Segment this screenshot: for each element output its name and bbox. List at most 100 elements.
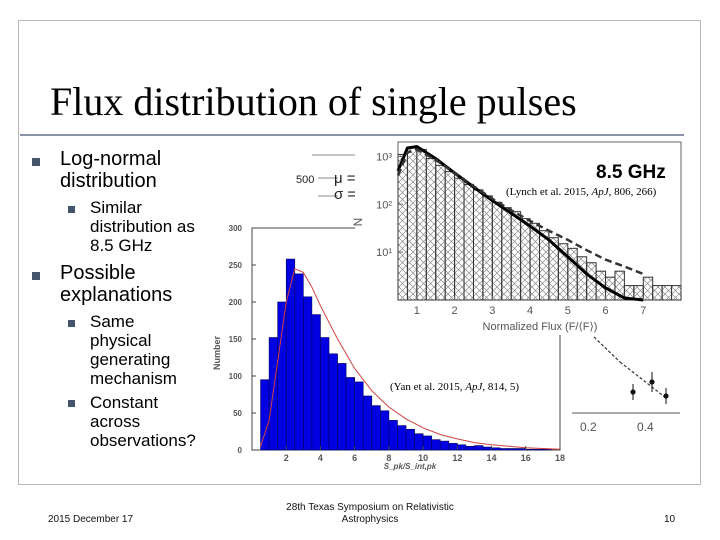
sub-bullet-line: Same — [90, 312, 135, 331]
histogram-bar — [539, 230, 550, 301]
x-tick-label: 7 — [640, 305, 646, 317]
histogram-bar — [425, 158, 437, 301]
sub-bullet-line: Similar — [90, 198, 142, 217]
frequency-label: 8.5 GHz — [596, 162, 666, 183]
y-tick-label: 100 — [229, 372, 243, 381]
histogram-bar — [435, 164, 446, 301]
bg-xtick-label: 0.4 — [637, 420, 654, 434]
histogram-bar — [542, 448, 552, 451]
fit-curve — [260, 268, 561, 450]
histogram-bar — [457, 444, 467, 451]
x-tick-label: 5 — [565, 305, 571, 317]
bg-dashed-curve — [593, 336, 621, 363]
histogram-bar — [277, 301, 287, 451]
y-tick-label: 10³ — [376, 151, 392, 163]
bullet-marker — [32, 272, 40, 280]
histogram-bar — [482, 446, 492, 451]
footer-date: 2015 December 17 — [48, 514, 134, 525]
bullet-explanations: Possible explanations — [60, 262, 172, 306]
y-tick-label: 150 — [229, 335, 243, 344]
sub-bullet-line: mechanism — [90, 369, 177, 388]
histogram-bar — [671, 285, 682, 301]
x-tick-label: 4 — [527, 305, 533, 317]
x-tick-label: 2 — [452, 305, 458, 317]
histogram-lynch: 1 2 3 4 5 6 7 10¹ 10² 10³ N Normalized Flux (F/⟨F… — [351, 140, 685, 335]
footer-event-line: 28th Texas Symposium on Relativistic — [286, 502, 454, 513]
x-tick-label: 3 — [489, 305, 495, 317]
x-tick-label: 6 — [602, 305, 608, 317]
histogram-bar — [576, 256, 588, 301]
dashed-fit-curve — [396, 148, 644, 276]
histogram-bar — [520, 218, 531, 301]
histogram-bar — [501, 207, 512, 301]
histogram-bar — [397, 153, 408, 301]
histogram-bar — [294, 273, 304, 451]
solid-fit-curve — [396, 145, 644, 302]
citation-journal: ApJ — [591, 186, 609, 198]
y-tick-label: 10² — [376, 199, 392, 211]
citation-text: , 814, 5) — [482, 381, 520, 393]
histogram-bar — [642, 276, 654, 301]
sub-bullet-line: generating — [90, 350, 171, 369]
histogram-bar — [529, 222, 540, 301]
histogram-bar — [474, 445, 484, 451]
histogram-bar — [491, 447, 501, 451]
histogram-bar — [416, 148, 427, 301]
histogram-bar — [431, 439, 441, 451]
citation-yan: (Yan et al. 2015, ApJ, 814, 5) — [390, 381, 519, 393]
y-axis-label: Number — [212, 336, 222, 371]
histogram-bar — [499, 448, 509, 451]
x-axis-label: S_pk/S_int,pk — [384, 462, 437, 471]
x-tick-label: 8 — [386, 453, 391, 463]
y-axis-label: N — [351, 218, 365, 227]
histogram-bar — [354, 381, 364, 451]
x-tick-label: 2 — [284, 453, 289, 463]
bullet-line: explanations — [60, 284, 173, 306]
sub-bullet-line: Constant — [90, 393, 159, 412]
y-tick-label: 10¹ — [376, 247, 392, 259]
histogram-bar — [482, 195, 493, 301]
bullet-line: Log-normal — [60, 148, 162, 170]
histogram-bar — [328, 353, 338, 451]
x-tick-label: 18 — [555, 453, 565, 463]
x-tick-label: 10 — [418, 453, 428, 463]
y-tick-label: 200 — [229, 298, 243, 307]
histogram-bar — [491, 201, 503, 301]
histogram-bar — [260, 379, 270, 451]
histogram-bar — [371, 405, 381, 451]
histogram-bar — [454, 177, 465, 301]
x-tick-label: 14 — [487, 453, 497, 463]
sub-bullet-mechanism: Same physical generating mechanism — [90, 312, 177, 388]
title-rule — [20, 134, 684, 136]
citation-text: , 806, 266) — [608, 186, 657, 198]
sub-bullet-marker — [68, 400, 75, 407]
bullet-line: distribution — [60, 170, 157, 192]
footer-event: 28th Texas Symposium on Relativistic Ast… — [280, 502, 460, 526]
histogram-bar — [405, 428, 415, 451]
histogram-bar — [534, 448, 544, 451]
histogram-bar — [463, 183, 474, 301]
sub-bullet-line: across — [90, 412, 141, 431]
histogram-bar — [439, 440, 450, 451]
histogram-bar — [444, 171, 456, 301]
histogram-bar — [406, 147, 418, 301]
histogram-bar — [303, 296, 313, 451]
bg-tick-label: 500 — [296, 174, 314, 186]
x-tick-label: 6 — [352, 453, 357, 463]
histogram-bar — [337, 363, 347, 451]
bg-xtick-label: 0.2 — [580, 420, 597, 434]
bullet-line: Possible — [60, 262, 136, 284]
sub-bullet-constant: Constant across observations? — [90, 393, 196, 450]
histogram-bar — [465, 445, 475, 451]
sub-bullet-similar: Similar distribution as 8.5 GHz — [90, 198, 195, 255]
sub-bullet-line: observations? — [90, 431, 196, 450]
y-tick-label: 50 — [233, 409, 242, 418]
y-tick-label: 300 — [229, 224, 243, 233]
histogram-bar — [516, 448, 527, 451]
histogram-bar — [472, 189, 484, 301]
histogram-bar — [510, 211, 522, 301]
histogram-bar — [652, 285, 663, 301]
histogram-bar — [448, 443, 458, 451]
histogram-bar — [661, 285, 673, 301]
